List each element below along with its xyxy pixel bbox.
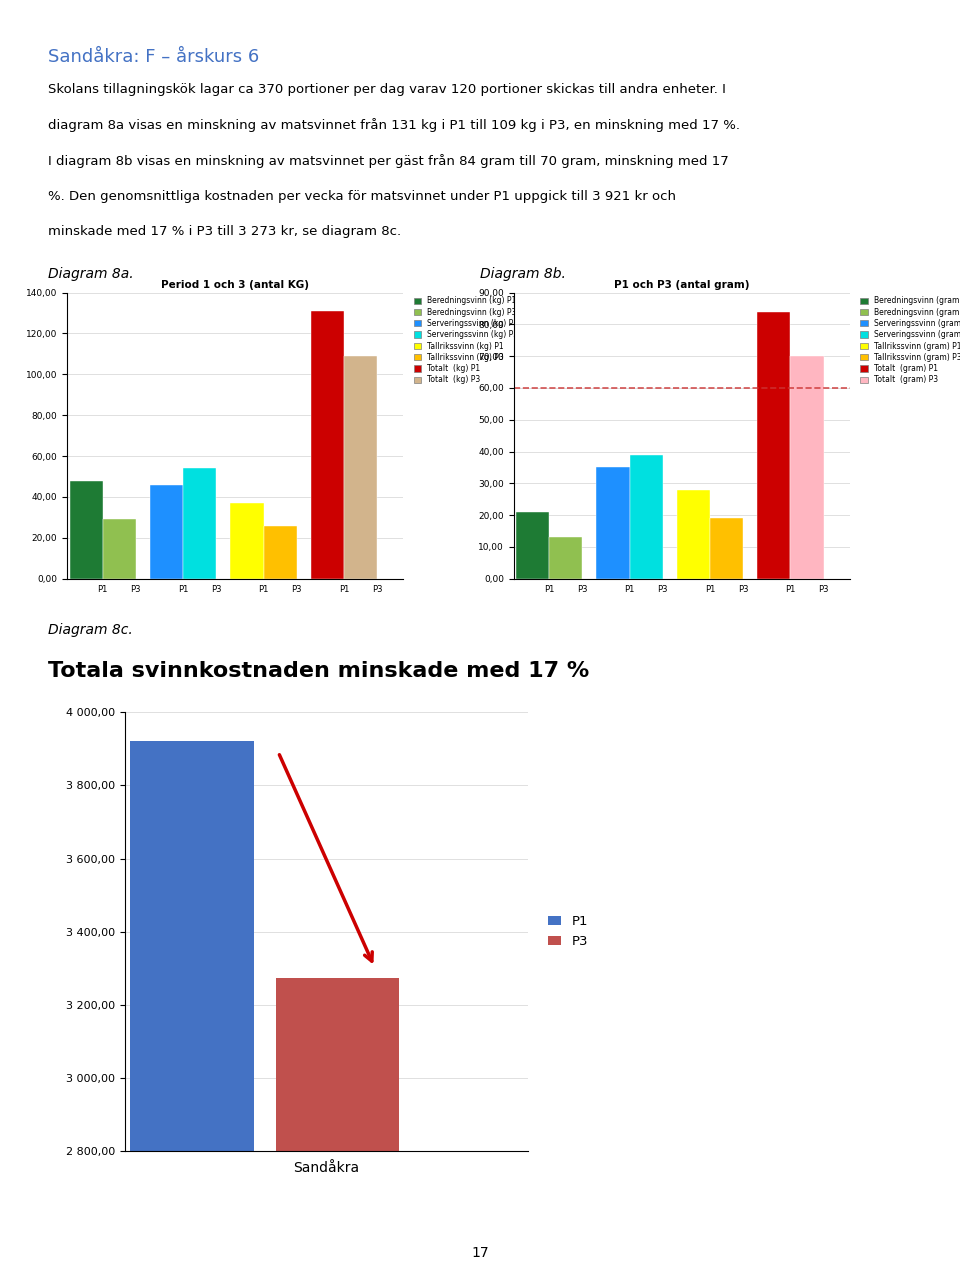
Bar [230, 504, 264, 579]
Text: %. Den genomsnittliga kostnaden per vecka för matsvinnet under P1 uppgick till 3: %. Den genomsnittliga kostnaden per veck… [48, 190, 676, 202]
Bar [150, 485, 183, 579]
Text: minskade med 17 % i P3 till 3 273 kr, se diagram 8c.: minskade med 17 % i P3 till 3 273 kr, se… [48, 225, 401, 238]
Bar [311, 310, 344, 579]
Bar [549, 537, 582, 579]
Text: diagram 8a visas en minskning av matsvinnet från 131 kg i P1 till 109 kg i P3, e: diagram 8a visas en minskning av matsvin… [48, 118, 740, 132]
Title: P1 och P3 (antal gram): P1 och P3 (antal gram) [613, 280, 750, 290]
Bar [69, 481, 103, 579]
Bar [677, 490, 710, 579]
Text: Totala svinnkostnaden minskade med 17 %: Totala svinnkostnaden minskade med 17 % [48, 661, 589, 682]
Bar [103, 519, 135, 579]
Legend: Beredningsvinn (gram) P1, Beredningsvinn (gram) P3, Serveringssvinn (gram) P1, S: Beredningsvinn (gram) P1, Beredningsvinn… [860, 296, 960, 384]
Bar [264, 525, 297, 579]
Bar [596, 467, 630, 579]
Bar [710, 519, 743, 579]
Bar [344, 356, 377, 579]
Legend: P1, P3: P1, P3 [542, 911, 593, 953]
Bar [183, 468, 216, 579]
Bar [630, 454, 662, 579]
Title: Period 1 och 3 (antal KG): Period 1 och 3 (antal KG) [161, 280, 309, 290]
Text: Skolans tillagningskök lagar ca 370 portioner per dag varav 120 portioner skicka: Skolans tillagningskök lagar ca 370 port… [48, 83, 726, 95]
Text: Sandåkra: F – årskurs 6: Sandåkra: F – årskurs 6 [48, 48, 259, 66]
Text: I diagram 8b visas en minskning av matsvinnet per gäst från 84 gram till 70 gram: I diagram 8b visas en minskning av matsv… [48, 154, 729, 168]
Text: Diagram 8b.: Diagram 8b. [480, 267, 565, 281]
Text: Diagram 8a.: Diagram 8a. [48, 267, 133, 281]
Bar [276, 978, 399, 1272]
Text: Diagram 8c.: Diagram 8c. [48, 623, 132, 637]
Legend: Beredningsvinn (kg) P1, Beredningsvinn (kg) P3, Serveringssvinn (kg) P1, Serveri: Beredningsvinn (kg) P1, Beredningsvinn (… [414, 296, 518, 384]
Text: 17: 17 [471, 1245, 489, 1259]
Bar [516, 511, 549, 579]
Bar [131, 742, 253, 1272]
Bar [757, 312, 790, 579]
Bar [790, 356, 824, 579]
